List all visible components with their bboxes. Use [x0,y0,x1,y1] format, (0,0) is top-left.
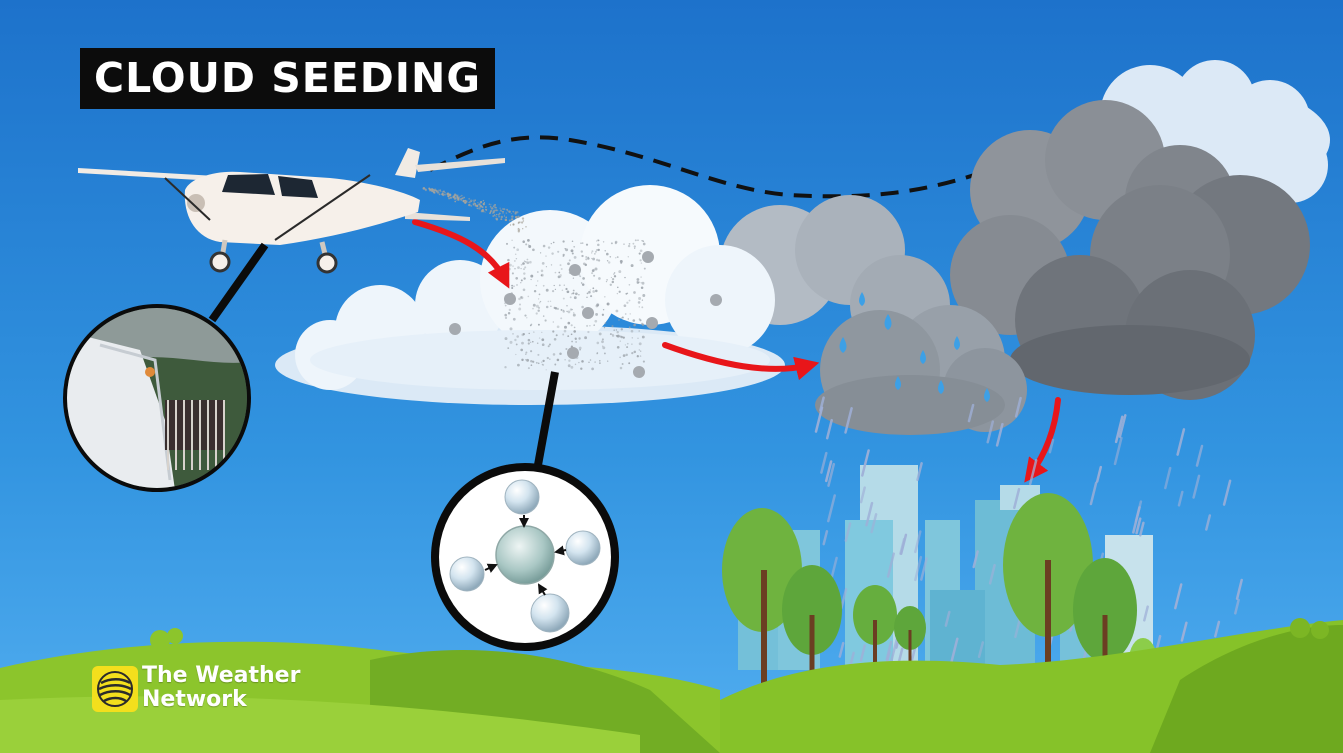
arrow-cloud-to-raincloud [662,342,820,381]
brand-name: The Weather Network [142,664,332,712]
droplet-coalescence-inset [431,463,619,651]
brand-name-line1: The Weather [142,663,301,688]
page-title: CLOUD SEEDING [80,48,496,109]
brand-name-line2: Network [142,687,247,712]
plane-spray [422,187,527,233]
photo-connector-line [208,242,269,323]
airplane [78,148,505,274]
arrow-plane-to-cloud [412,219,510,289]
grass-hills [0,618,1343,753]
flight-path-dashed-line [429,133,1042,199]
seed-nuclei [449,251,722,378]
droplet-connector-line [534,371,559,466]
gray-rain-cloud [720,195,1027,435]
dark-storm-cloud [950,100,1310,400]
weather-network-logo-icon [92,666,138,712]
raindrops [839,292,990,402]
photo-inset-wing-flares [63,304,251,492]
brand-logo: The Weather Network [92,664,332,716]
